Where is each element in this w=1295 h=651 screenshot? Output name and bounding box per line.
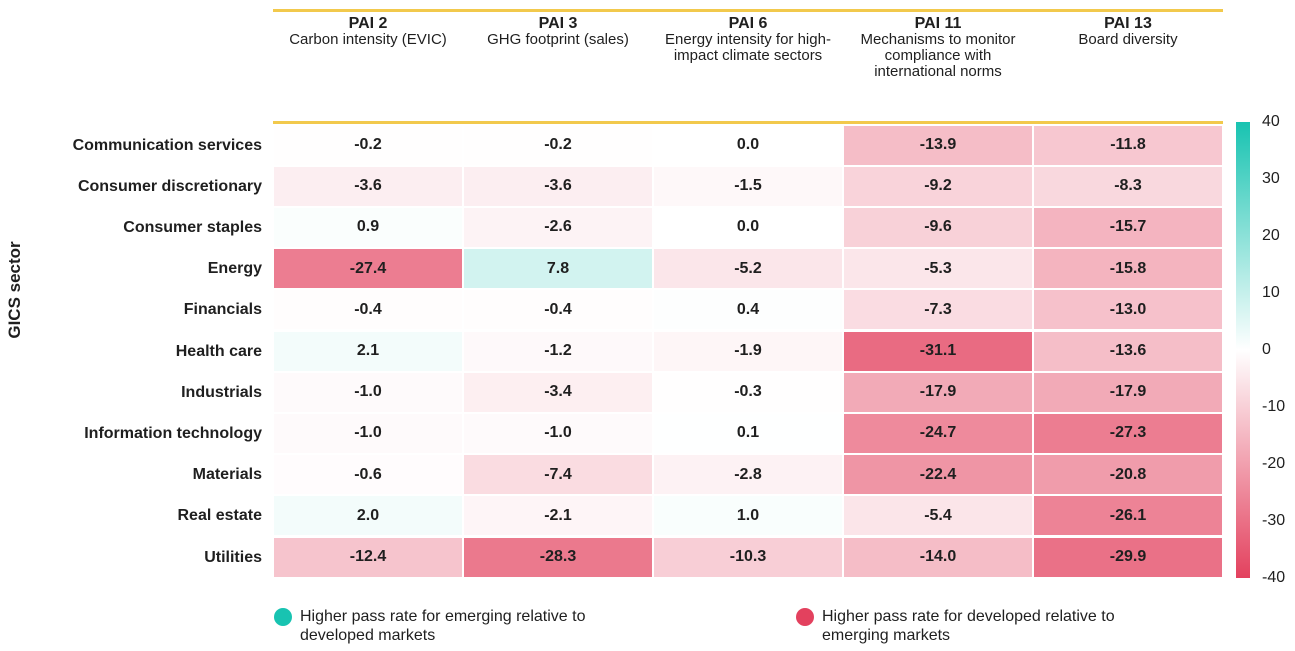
- heatmap-cell: -3.6: [463, 165, 653, 207]
- heatmap-cell: -13.0: [1033, 289, 1223, 331]
- heatmap-cell: 0.1: [653, 412, 843, 455]
- heatmap-cell: 2.1: [273, 330, 463, 372]
- heatmap-cell: -1.9: [653, 330, 843, 372]
- row-label: Health care: [175, 342, 262, 360]
- heatmap-cell: -14.0: [843, 536, 1033, 578]
- column-description: Board diversity: [1078, 31, 1178, 48]
- heatmap-cell: -15.8: [1033, 248, 1223, 290]
- heatmap-cell: -2.1: [463, 495, 653, 537]
- heatmap-cell: 2.0: [273, 495, 463, 537]
- heatmap-cell: -8.3: [1033, 165, 1223, 207]
- row-label: Consumer discretionary: [77, 177, 262, 195]
- row-label: Information technology: [84, 424, 262, 442]
- column-description: Mechanisms to monitor compliance with in…: [860, 31, 1016, 80]
- colorbar: [1236, 122, 1250, 578]
- heatmap-cell: -26.1: [1033, 495, 1223, 537]
- heatmap-cell: 0.4: [653, 289, 843, 331]
- column-header: PAI 13 Board diversity: [1043, 16, 1213, 48]
- row-label: Industrials: [181, 383, 262, 401]
- heatmap-cell: -1.0: [463, 412, 653, 455]
- heatmap-cell: -5.4: [843, 495, 1033, 537]
- colorbar-tick-label: -10: [1262, 398, 1286, 415]
- heatmap-cell: -22.4: [843, 454, 1033, 496]
- heatmap-cell: -3.4: [463, 371, 653, 413]
- heatmap-cell: -12.4: [273, 536, 463, 578]
- legend-swatch: [274, 608, 292, 626]
- column-header: PAI 2 Carbon intensity (EVIC): [283, 16, 453, 48]
- colorbar-tick-label: 0: [1262, 341, 1271, 358]
- row-label: Materials: [192, 466, 262, 484]
- heatmap-cell: -17.9: [843, 371, 1033, 413]
- heatmap-cell: -5.2: [653, 248, 843, 290]
- heatmap-cell: -24.7: [843, 412, 1033, 455]
- heatmap-cell: -0.4: [463, 289, 653, 331]
- heatmap-cell: -0.4: [273, 289, 463, 331]
- colorbar-tick-label: 20: [1262, 227, 1280, 244]
- heatmap-cell: -1.0: [273, 371, 463, 413]
- heatmap-cell: -7.3: [843, 289, 1033, 331]
- colorbar-tick-label: -30: [1262, 512, 1286, 529]
- heatmap-cell: -27.4: [273, 248, 463, 290]
- header-rule: [273, 121, 1223, 124]
- column-code: PAI 13: [1104, 15, 1152, 32]
- heatmap-cell: 0.0: [653, 206, 843, 249]
- heatmap-cell: -0.2: [463, 124, 653, 166]
- colorbar-tick-label: 30: [1262, 170, 1280, 187]
- row-label: Consumer staples: [123, 218, 262, 236]
- heatmap-cell: -13.6: [1033, 330, 1223, 372]
- column-code: PAI 2: [348, 15, 388, 32]
- heatmap-cell: 0.0: [653, 124, 843, 166]
- column-description: Energy intensity for high-impact climate…: [665, 31, 831, 64]
- heatmap-cell: -1.2: [463, 330, 653, 372]
- column-header: PAI 11 Mechanisms to monitor compliance w…: [853, 16, 1023, 80]
- legend-label: Higher pass rate for emerging relative t…: [300, 608, 586, 644]
- heatmap-cell: -29.9: [1033, 536, 1223, 578]
- row-label: Communication services: [72, 136, 262, 154]
- heatmap-cell: -27.3: [1033, 412, 1223, 455]
- colorbar-tick-label: 10: [1262, 284, 1280, 301]
- header-rule: [273, 9, 1223, 12]
- heatmap-cell: -28.3: [463, 536, 653, 578]
- heatmap-cell: -17.9: [1033, 371, 1223, 413]
- colorbar-tick-label: 40: [1262, 113, 1280, 130]
- row-label: Real estate: [177, 507, 263, 525]
- heatmap-cell: -1.5: [653, 165, 843, 207]
- column-code: PAI 6: [728, 15, 768, 32]
- colorbar-tick-label: -20: [1262, 455, 1286, 472]
- row-label: Financials: [183, 301, 262, 319]
- column-code: PAI 3: [538, 15, 578, 32]
- heatmap-cell: -0.2: [273, 124, 463, 166]
- heatmap-cell: -3.6: [273, 165, 463, 207]
- column-code: PAI 11: [914, 15, 962, 32]
- heatmap-cell: -0.3: [653, 371, 843, 413]
- heatmap-cell: -0.6: [273, 454, 463, 496]
- heatmap-cell: -10.3: [653, 536, 843, 578]
- heatmap-cell: -13.9: [843, 124, 1033, 166]
- heatmap-cell: -1.0: [273, 412, 463, 455]
- heatmap-cell: -20.8: [1033, 454, 1223, 496]
- heatmap-cell: -5.3: [843, 248, 1033, 290]
- heatmap-cell: -15.7: [1033, 206, 1223, 249]
- heatmap-cell: 0.9: [273, 206, 463, 249]
- row-label: Energy: [207, 260, 262, 278]
- colorbar-tick-label: -40: [1262, 569, 1286, 586]
- column-header: PAI 3 GHG footprint (sales): [473, 16, 643, 48]
- legend-swatch: [796, 608, 814, 626]
- column-description: GHG footprint (sales): [487, 31, 629, 48]
- heatmap-cell: -9.2: [843, 165, 1033, 207]
- legend-label: Higher pass rate for developed relative …: [822, 608, 1115, 644]
- heatmap-cell: -7.4: [463, 454, 653, 496]
- heatmap-cell: -2.8: [653, 454, 843, 496]
- heatmap-cell: 7.8: [463, 248, 653, 290]
- row-label: Utilities: [204, 548, 262, 566]
- heatmap-cell: -9.6: [843, 206, 1033, 249]
- heatmap-cell: -31.1: [843, 330, 1033, 372]
- heatmap-cell: -2.6: [463, 206, 653, 249]
- heatmap-cell: 1.0: [653, 495, 843, 537]
- column-header: PAI 6 Energy intensity for high-impact cl…: [663, 16, 833, 64]
- heatmap-cell: -11.8: [1033, 124, 1223, 166]
- column-description: Carbon intensity (EVIC): [289, 31, 447, 48]
